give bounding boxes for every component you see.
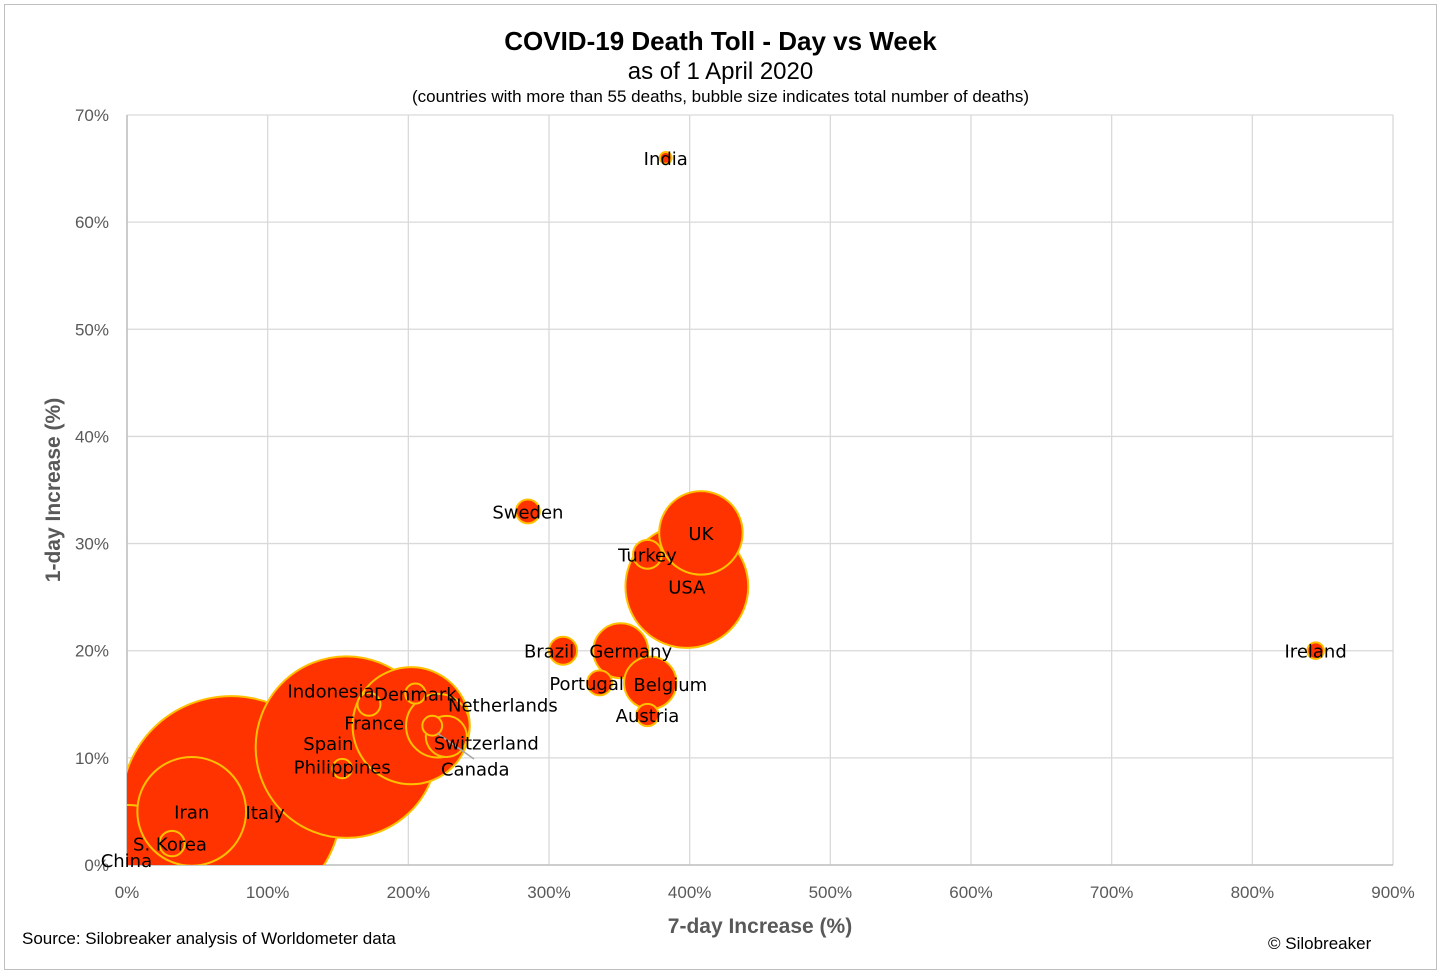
y-tick-label: 70% <box>75 106 109 125</box>
data-label-switzerland: Switzerland <box>434 733 539 754</box>
bubble-turkey <box>632 538 663 570</box>
y-tick-label: 20% <box>75 642 109 661</box>
copyright-note: © Silobreaker <box>1268 934 1372 953</box>
data-label-uk: UK <box>688 524 714 545</box>
y-tick-label: 60% <box>75 213 109 232</box>
source-note: Source: Silobreaker analysis of Worldome… <box>22 929 396 948</box>
bubble-canada <box>421 714 444 737</box>
data-label-italy: Italy <box>246 803 285 824</box>
bubble-austria <box>635 702 660 728</box>
data-label-germany: Germany <box>589 642 672 663</box>
canada-leader-line <box>436 732 475 760</box>
data-label-ireland: Ireland <box>1285 642 1347 663</box>
data-label-brazil: Brazil <box>524 642 574 663</box>
data-label-belgium: Belgium <box>633 675 707 696</box>
data-label-china: China <box>101 851 152 872</box>
y-tick-label: 0% <box>84 856 109 875</box>
bubble-indonesia <box>356 691 382 717</box>
bubble-ireland <box>1306 641 1325 661</box>
x-axis-label: 7-day Increase (%) <box>668 915 852 938</box>
x-tick-label: 200% <box>387 883 430 902</box>
data-label-spain: Spain <box>303 734 353 755</box>
y-tick-label: 50% <box>75 320 109 339</box>
bubble-brazil <box>548 635 579 666</box>
chart-title: COVID-19 Death Toll - Day vs Week <box>504 26 937 56</box>
y-tick-label: 40% <box>75 427 109 446</box>
bubble-sweden <box>514 498 541 525</box>
chart-subtitle: as of 1 April 2020 <box>627 58 814 85</box>
data-label-sweden: Sweden <box>492 502 563 523</box>
bubble-s-korea <box>158 829 186 858</box>
x-tick-label: 400% <box>668 883 711 902</box>
y-tick-label: 30% <box>75 535 109 554</box>
y-tick-label: 10% <box>75 749 109 768</box>
x-tick-label: 100% <box>246 883 289 902</box>
data-label-india: India <box>644 149 688 170</box>
x-tick-label: 300% <box>527 883 570 902</box>
data-label-usa: USA <box>668 577 706 598</box>
bubble-denmark <box>404 682 427 705</box>
data-label-portugal: Portugal <box>549 674 624 695</box>
bubble-philippines <box>331 757 353 780</box>
x-tick-label: 500% <box>809 883 852 902</box>
bubble-india <box>658 151 673 165</box>
data-label-france: France <box>344 714 404 735</box>
data-label-austria: Austria <box>616 706 680 727</box>
x-tick-label: 900% <box>1371 883 1414 902</box>
x-tick-label: 700% <box>1090 883 1133 902</box>
data-label-s-korea: S. Korea <box>133 835 207 856</box>
data-label-iran: Iran <box>174 802 209 823</box>
data-label-philippines: Philippines <box>294 758 391 779</box>
x-tick-label: 0% <box>115 883 140 902</box>
x-tick-label: 600% <box>949 883 992 902</box>
x-tick-label: 800% <box>1231 883 1274 902</box>
data-label-netherlands: Netherlands <box>448 696 558 717</box>
chart-frame <box>4 4 1437 970</box>
bubble-portugal <box>586 669 614 697</box>
bubble-uk <box>658 490 744 576</box>
data-label-denmark: Denmark <box>374 685 457 706</box>
y-axis-label: 1-day Increase (%) <box>42 398 65 582</box>
chart-note: (countries with more than 55 deaths, bub… <box>411 87 1030 106</box>
data-label-turkey: Turkey <box>617 545 677 566</box>
data-label-canada: Canada <box>441 760 510 781</box>
data-label-indonesia: Indonesia <box>287 681 374 702</box>
